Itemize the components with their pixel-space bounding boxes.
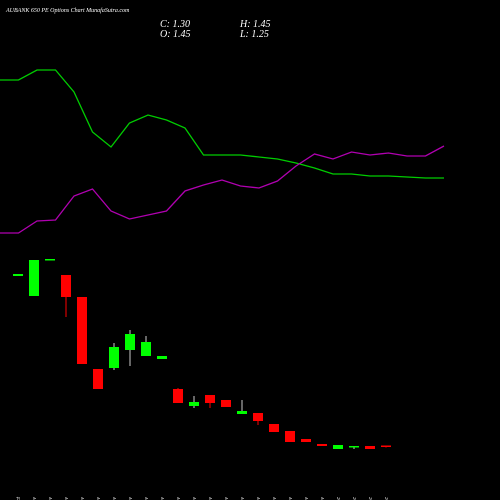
x-tick-label: 14 Nov xyxy=(159,497,166,500)
candle-body xyxy=(45,259,55,261)
candle-body xyxy=(93,369,103,389)
x-tick-label: 21 Nov xyxy=(240,497,246,500)
info-open: O: 1.45 xyxy=(160,29,191,40)
candle-body xyxy=(157,356,167,359)
candle-body xyxy=(13,274,23,276)
candle-body xyxy=(285,431,295,442)
candle-body xyxy=(349,446,359,448)
x-tick-label: 18 Nov xyxy=(192,497,198,500)
x-tick-label: 01 Dec xyxy=(336,497,342,500)
x-tick-label: 04 Dec xyxy=(383,497,390,500)
candle-body xyxy=(333,445,343,449)
x-tick-label: 07 Nov xyxy=(80,497,86,500)
x-tick-label: 28 Nov xyxy=(320,497,326,500)
x-tick-label: 10 Nov xyxy=(96,497,102,500)
candle-body xyxy=(365,446,375,449)
candle-body xyxy=(221,400,231,407)
candle-body xyxy=(77,297,87,364)
candle-body xyxy=(189,402,199,406)
x-tick-label: 12 Nov xyxy=(128,497,134,500)
candle-body xyxy=(109,347,119,368)
candle-body xyxy=(237,411,247,414)
x-tick-label: 11 Nov xyxy=(112,497,118,500)
candle-body xyxy=(125,334,135,350)
x-tick-label: 25 Nov xyxy=(272,497,278,500)
info-close: C: 1.30 xyxy=(160,19,190,30)
x-tick-label: 04 Nov xyxy=(47,497,54,500)
candle-body xyxy=(205,395,215,403)
candle-body xyxy=(173,389,183,403)
x-tick-label: 26 Nov xyxy=(288,497,294,500)
candle-body xyxy=(269,424,279,432)
info-low: L: 1.25 xyxy=(239,29,269,40)
chart-title: AUBANK 650 PE Options Chart MunafaSutra.… xyxy=(5,7,130,14)
x-tick-label: 13 Nov xyxy=(144,497,150,500)
x-tick-label: 06 Nov xyxy=(64,497,70,500)
x-tick-label: 02 Dec xyxy=(352,497,358,500)
x-tick-label: 03 Dec xyxy=(368,497,374,500)
candle-body xyxy=(61,275,71,297)
x-tick-label: 27 Nov xyxy=(304,497,310,500)
candle-body xyxy=(253,413,263,421)
candle-body xyxy=(141,342,151,356)
candle-body xyxy=(29,260,39,296)
x-tick-label: 17 Nov xyxy=(176,497,182,500)
candle-body xyxy=(301,439,311,442)
indicator-line xyxy=(0,145,445,234)
candle-body xyxy=(317,444,327,446)
x-tick-label: 03 Nov xyxy=(32,497,38,500)
x-tick-label: 30 Oct xyxy=(16,497,22,500)
info-high: H: 1.45 xyxy=(239,19,271,30)
indicator-line xyxy=(0,69,444,179)
x-tick-label: 19 Nov xyxy=(208,497,214,500)
x-tick-label: 20 Nov xyxy=(224,497,230,500)
x-tick-label: 24 Nov xyxy=(255,497,262,500)
candle-body xyxy=(381,445,391,447)
